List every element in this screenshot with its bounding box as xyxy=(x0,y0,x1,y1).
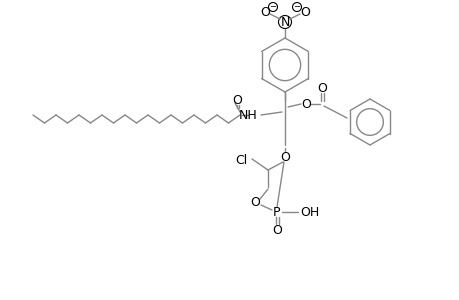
Text: Cl: Cl xyxy=(235,154,247,166)
Text: NH: NH xyxy=(239,109,257,122)
Text: −: − xyxy=(269,2,276,11)
Text: OH: OH xyxy=(299,206,319,218)
Text: O: O xyxy=(271,224,281,236)
Text: O: O xyxy=(280,151,289,164)
Text: N: N xyxy=(280,16,289,28)
Text: O: O xyxy=(300,98,310,110)
Text: O: O xyxy=(250,196,259,209)
Text: O: O xyxy=(231,94,241,106)
Text: P: P xyxy=(273,206,280,218)
Text: O: O xyxy=(259,5,269,19)
Text: O: O xyxy=(299,5,309,19)
Text: O: O xyxy=(316,82,326,94)
Text: −: − xyxy=(293,2,300,11)
